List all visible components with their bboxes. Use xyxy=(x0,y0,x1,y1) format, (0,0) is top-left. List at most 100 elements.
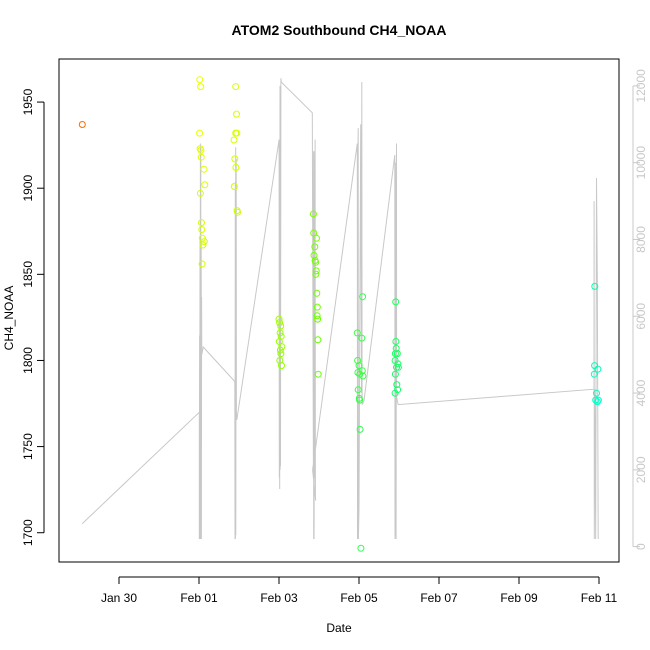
data-point xyxy=(314,315,322,323)
y-axis-label: CH4_NOAA xyxy=(2,286,16,351)
data-point xyxy=(276,329,284,337)
data-point xyxy=(276,346,284,354)
data-point xyxy=(314,336,322,344)
data-point xyxy=(278,343,286,351)
data-point xyxy=(234,208,242,216)
data-point xyxy=(313,303,321,311)
y2-tick-label: 2000 xyxy=(634,456,648,483)
data-point xyxy=(591,282,599,290)
data-point xyxy=(359,372,367,380)
data-point xyxy=(357,544,365,552)
data-point xyxy=(592,396,600,404)
data-point xyxy=(196,189,204,197)
data-point xyxy=(312,270,320,278)
y2-tick-label: 0 xyxy=(634,543,648,550)
x-tick-label: Feb 11 xyxy=(581,591,618,605)
data-point xyxy=(313,234,320,242)
data-point xyxy=(394,360,402,368)
data-point xyxy=(230,136,238,144)
y-tick-label: 1750 xyxy=(21,433,35,460)
chart-title: ATOM2 Southbound CH4_NOAA xyxy=(232,22,447,38)
data-point xyxy=(312,258,320,266)
x-tick-label: Feb 01 xyxy=(180,591,218,605)
scatter-points xyxy=(78,76,602,552)
y-tick-label: 1950 xyxy=(21,88,35,115)
data-point xyxy=(196,76,204,84)
y-tick-label: 1850 xyxy=(21,261,35,288)
data-point xyxy=(354,386,362,394)
data-point xyxy=(594,365,602,373)
y-tick-label: 1900 xyxy=(21,175,35,202)
x-tick-label: Feb 05 xyxy=(340,591,378,605)
data-point xyxy=(201,181,209,189)
data-point xyxy=(230,183,238,190)
data-point xyxy=(232,83,240,91)
data-point xyxy=(275,315,283,323)
data-point xyxy=(310,251,318,259)
data-point xyxy=(277,350,285,358)
data-point xyxy=(197,83,205,91)
data-point xyxy=(392,344,400,352)
data-point xyxy=(198,260,206,268)
data-point xyxy=(310,229,318,237)
data-point xyxy=(233,110,240,118)
data-point xyxy=(277,322,285,330)
data-point xyxy=(196,129,204,137)
y2-tick-label: 4000 xyxy=(634,379,648,406)
x-tick-label: Jan 30 xyxy=(101,591,137,605)
data-point xyxy=(392,298,400,306)
x-tick-label: Feb 07 xyxy=(420,591,458,605)
data-point xyxy=(197,146,205,154)
axes: Jan 30 Feb 01 Feb 03 Feb 05 Feb 07 Feb 09 Feb … xyxy=(21,69,648,605)
y2-tick-label: 8000 xyxy=(634,226,648,253)
data-point xyxy=(392,338,400,345)
data-point xyxy=(358,367,366,375)
data-point xyxy=(198,219,205,227)
data-point xyxy=(393,350,401,358)
data-point xyxy=(309,210,317,218)
data-point xyxy=(313,289,321,297)
data-point xyxy=(391,350,399,358)
data-point xyxy=(354,369,362,376)
x-axis-label: Date xyxy=(326,621,352,635)
y-tick-label: 1800 xyxy=(21,347,35,374)
x-tick-label: Feb 09 xyxy=(500,591,538,605)
data-point xyxy=(356,425,364,433)
data-point xyxy=(278,362,285,370)
data-point xyxy=(197,153,205,161)
data-point xyxy=(355,362,363,370)
x-tick-label: Feb 03 xyxy=(260,591,298,605)
plot-frame xyxy=(58,58,620,563)
data-point xyxy=(199,241,207,249)
data-point xyxy=(198,234,206,242)
data-point xyxy=(233,129,241,137)
data-point xyxy=(359,293,367,301)
data-point xyxy=(311,243,319,251)
right-series-line xyxy=(81,78,599,540)
data-point xyxy=(356,396,364,404)
data-point xyxy=(358,334,366,342)
right-axis-line-series xyxy=(81,78,599,540)
data-point xyxy=(393,363,400,371)
data-point xyxy=(78,121,86,128)
data-point xyxy=(394,363,402,371)
y2-tick-label: 12000 xyxy=(634,69,648,103)
data-point xyxy=(593,389,600,397)
data-point xyxy=(354,357,362,364)
data-point xyxy=(276,319,284,327)
y2-tick-label: 10000 xyxy=(634,146,648,180)
data-point xyxy=(391,389,399,397)
data-point xyxy=(314,370,322,378)
data-point xyxy=(231,155,239,163)
data-point xyxy=(391,370,399,378)
data-point xyxy=(594,396,602,404)
data-point xyxy=(313,312,321,320)
data-point xyxy=(200,238,208,246)
y2-tick-label: 6000 xyxy=(634,303,648,330)
data-point xyxy=(200,165,208,173)
data-point xyxy=(353,329,361,337)
data-point xyxy=(198,226,206,233)
y-tick-label: 1700 xyxy=(21,519,35,546)
